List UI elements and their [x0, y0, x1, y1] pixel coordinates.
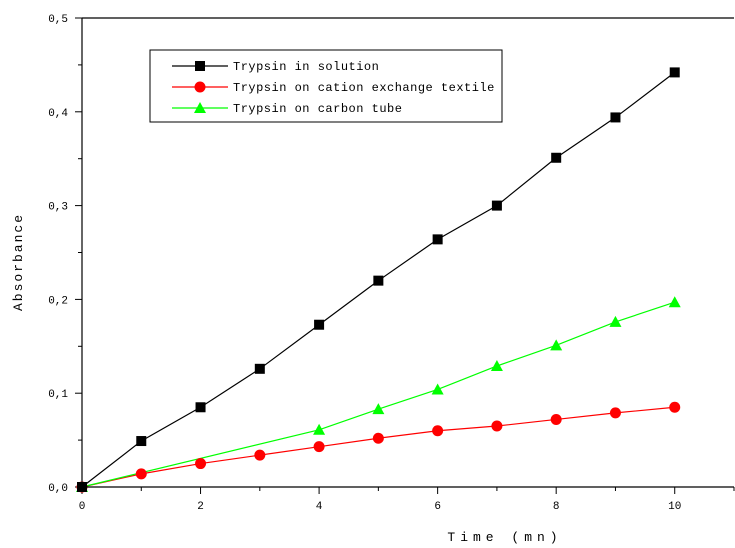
x-tick-label: 0	[79, 501, 86, 513]
y-tick-label: 0,2	[48, 295, 68, 307]
data-point-trypsin-in-solution	[254, 363, 265, 374]
legend-entry: Trypsin on carbon tube	[172, 102, 402, 116]
data-point-trypsin-on-carbon-tube	[609, 315, 622, 327]
x-tick-label: 4	[316, 501, 323, 513]
data-point-trypsin-on-cation-exchange-textile	[313, 441, 325, 453]
data-point-trypsin-in-solution	[551, 152, 562, 163]
data-point-trypsin-on-cation-exchange-textile	[550, 413, 562, 425]
legend-label: Trypsin on cation exchange textile	[233, 81, 495, 95]
data-point-trypsin-on-cation-exchange-textile	[372, 432, 384, 444]
data-point-trypsin-on-cation-exchange-textile	[491, 420, 503, 432]
series-line-trypsin-on-cation-exchange-textile	[81, 406, 675, 488]
legend-label: Trypsin on carbon tube	[233, 102, 402, 116]
legend: Trypsin in solution Trypsin on cation exc…	[149, 49, 503, 123]
y-axis-title: Absorbance	[11, 213, 26, 311]
data-point-trypsin-on-cation-exchange-textile	[609, 407, 621, 419]
series-layer	[76, 67, 681, 493]
x-tick-label: 2	[197, 501, 204, 513]
data-point-trypsin-on-carbon-tube	[550, 339, 563, 351]
axis-ticks: 0 2 4 6 8 10 0,0 0,1 0,2 0,3 0,4 0,5	[48, 14, 735, 513]
y-tick-label: 0,1	[48, 389, 68, 401]
x-tick-label: 8	[553, 501, 560, 513]
data-point-trypsin-on-cation-exchange-textile	[669, 401, 681, 413]
legend-marker	[195, 61, 205, 71]
data-point-trypsin-on-cation-exchange-textile	[135, 468, 147, 480]
legend-marker	[194, 81, 206, 93]
x-tick-label: 6	[434, 501, 441, 513]
data-point-trypsin-on-cation-exchange-textile	[432, 425, 444, 437]
x-tick-label: 10	[668, 501, 681, 513]
legend-label: Trypsin in solution	[233, 60, 379, 74]
data-point-trypsin-in-solution	[136, 436, 147, 447]
y-tick-label: 0,3	[48, 202, 68, 214]
x-axis-title: Time (mn)	[447, 530, 562, 545]
data-point-trypsin-in-solution	[432, 234, 443, 245]
data-point-trypsin-in-solution	[373, 275, 384, 286]
legend-entry: Trypsin on cation exchange textile	[172, 81, 495, 95]
data-point-trypsin-on-carbon-tube	[668, 296, 681, 308]
data-point-trypsin-on-carbon-tube	[313, 423, 326, 435]
data-point-trypsin-in-solution	[195, 402, 206, 413]
data-point-trypsin-in-solution	[314, 319, 325, 330]
data-point-trypsin-on-cation-exchange-textile	[195, 458, 207, 470]
data-point-trypsin-on-carbon-tube	[372, 403, 385, 415]
legend-marker	[194, 102, 206, 113]
data-point-trypsin-on-carbon-tube	[490, 359, 503, 371]
data-point-trypsin-in-solution	[491, 200, 502, 211]
series-line-trypsin-on-carbon-tube	[81, 301, 675, 488]
data-point-trypsin-on-carbon-tube	[431, 383, 444, 395]
data-point-trypsin-in-solution	[610, 112, 621, 123]
legend-box	[149, 49, 503, 123]
data-point-trypsin-on-cation-exchange-textile	[254, 449, 266, 461]
legend-entry: Trypsin in solution	[172, 60, 379, 74]
data-point-trypsin-in-solution	[669, 67, 680, 78]
y-tick-label: 0,4	[48, 108, 68, 120]
y-tick-label: 0,5	[48, 14, 68, 26]
y-tick-label: 0,0	[48, 483, 68, 495]
